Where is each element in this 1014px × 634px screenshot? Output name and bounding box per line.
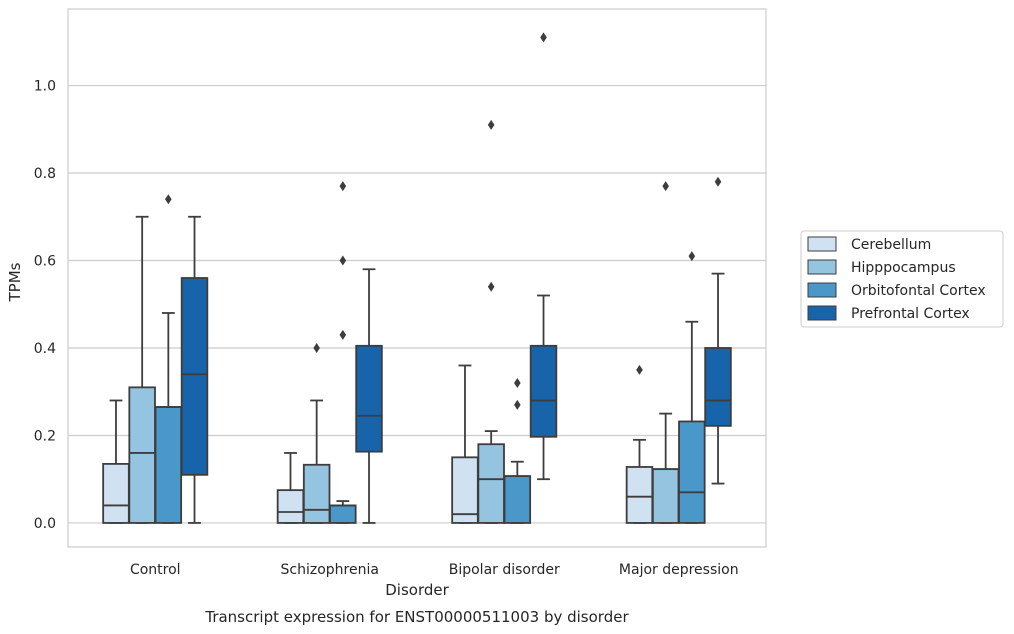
box-iqr — [355, 344, 383, 453]
legend-frame — [800, 230, 1004, 328]
box-iqr — [503, 475, 532, 524]
y-tick-label: 1.0 — [34, 79, 56, 95]
box-iqr — [651, 468, 680, 524]
box-iqr — [451, 456, 479, 524]
outlier-point — [339, 329, 347, 340]
box-cerebellum — [451, 364, 479, 524]
box-iqr — [529, 344, 558, 438]
x-tick-labels: Control Schizophrenia Bipolar disorder Majo… — [130, 562, 739, 578]
y-tick-labels: 0.0 0.2 0.4 0.6 0.8 1.0 — [34, 79, 56, 532]
x-tick-label: Schizophrenia — [281, 562, 379, 578]
box-prefrontal-cortex — [529, 32, 558, 481]
outlier-point — [514, 377, 521, 388]
outlier-point — [636, 364, 643, 375]
y-tick-label: 0.0 — [34, 516, 56, 532]
box-iqr — [477, 443, 505, 524]
box-prefrontal-cortex — [355, 268, 383, 524]
outlier-point — [339, 255, 347, 266]
outlier-point — [313, 342, 320, 353]
x-tick-label: Control — [130, 562, 181, 578]
legend-label: Orbitofontal Cortex — [851, 283, 986, 299]
box-iqr — [704, 347, 732, 427]
y-tick-label: 0.2 — [34, 428, 56, 444]
legend-swatch — [807, 236, 837, 252]
box-hipppocampus — [302, 342, 331, 524]
box-orbitofontal-cortex — [678, 251, 706, 524]
x-axis-label: Disorder — [385, 581, 449, 599]
legend-label: Hipppocampus — [851, 260, 956, 276]
legend-swatch — [807, 282, 837, 298]
box-iqr — [276, 489, 305, 524]
legend-swatch — [807, 259, 837, 275]
outlier-point — [540, 32, 547, 43]
box-iqr — [180, 277, 209, 476]
box-iqr — [678, 420, 706, 524]
box-iqr — [154, 406, 183, 524]
box-orbitofontal-cortex — [503, 377, 532, 524]
box-iqr — [128, 386, 156, 524]
legend-label: Prefrontal Cortex — [851, 306, 970, 322]
box-orbitofontal-cortex — [154, 194, 183, 524]
x-tick-label: Bipolar disorder — [449, 562, 560, 578]
outlier-point — [339, 181, 347, 192]
outlier-point — [714, 176, 722, 187]
plot-frame — [67, 8, 767, 548]
box-iqr — [302, 463, 331, 524]
outlier-point — [487, 281, 495, 292]
box-cerebellum — [625, 364, 654, 524]
legend-label: Cerebellum — [851, 237, 931, 253]
chart-title: Transcript expression for ENST0000051100… — [204, 608, 629, 626]
box-cerebellum — [102, 399, 130, 524]
box-orbitofontal-cortex — [329, 181, 357, 524]
box-prefrontal-cortex — [180, 215, 209, 524]
y-tick-label: 0.4 — [34, 341, 56, 357]
outlier-point — [165, 194, 172, 205]
box-cerebellum — [276, 452, 305, 524]
box-iqr — [625, 466, 654, 524]
x-tick-label: Major depression — [619, 562, 739, 578]
y-tick-label: 0.8 — [34, 166, 56, 182]
outlier-point — [662, 181, 669, 192]
legend-swatch — [807, 305, 837, 321]
outlier-point — [514, 399, 521, 410]
y-tick-label: 0.6 — [34, 254, 56, 270]
legend: Cerebellum Hipppocampus Orbitofontal Corte… — [800, 230, 1004, 328]
outlier-point — [487, 119, 495, 130]
y-axis-label: TPMs — [6, 262, 24, 302]
outlier-point — [688, 251, 696, 262]
box-iqr — [329, 504, 357, 524]
box-plot-series — [102, 32, 732, 524]
box-prefrontal-cortex — [704, 176, 732, 485]
box-hipppocampus — [651, 181, 680, 524]
box-iqr — [102, 462, 130, 524]
